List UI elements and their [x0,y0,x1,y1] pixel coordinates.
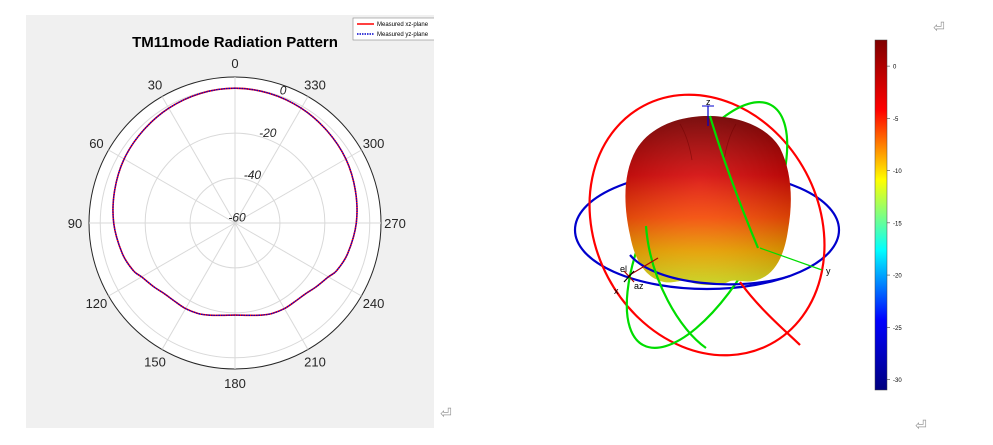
return-mark-icon: ⏎ [915,418,927,434]
angle-tick-label: 330 [304,77,326,92]
chart-title: TM11mode Radiation Pattern [132,34,338,51]
origin-cross [623,270,635,283]
polar-spoke [234,222,362,297]
colorbar-tick-label: -30 [893,378,902,384]
angle-tick-label: 180 [224,376,246,391]
legend: Measured xz-plane Measured yz-plane [352,17,434,41]
angle-tick-label: 210 [304,355,326,370]
colorbar-tick-label: -10 [893,169,902,175]
lobe-crease [679,123,693,161]
ring-xz-front [739,281,801,346]
polar-spoke [234,222,309,350]
angle-tick-label: 0 [231,56,238,71]
angle-tick-label: 270 [384,216,406,231]
y-axis [759,247,823,271]
x-axis [627,257,659,277]
colorbar-tick-label: -5 [893,117,899,123]
ring-xy-front [629,254,791,286]
angle-tick-label: 120 [86,296,108,311]
angle-tick-label: 150 [144,355,166,370]
colorbar-tick-label: 0 [893,65,897,71]
polar-spoke [108,149,236,224]
angle-tick-label: 30 [148,77,162,92]
legend-label-yz: Measured yz-plane [377,32,429,38]
series-line-yz [112,87,358,317]
polar-labels: 0 30 60 90 120 150 180 210 240 270 300 330 0 -20 -40 -6… [68,56,406,391]
polar-spoke [234,149,362,224]
y-axis-label: y [826,266,831,276]
polar-spoke [161,222,236,350]
return-mark-icon: ⏎ [440,406,452,422]
ring-yz-top [708,115,760,249]
angle-tick-label: 60 [89,136,103,151]
ring-xz [588,93,826,357]
colorbar [874,39,888,391]
pattern-3d-panel: z y x el az 0 -5 -10 -15 -20 -25 -30 [560,30,960,400]
polar-grid [88,76,382,370]
az-axis-label: az [634,281,644,291]
radial-tick-label: -40 [244,168,262,182]
colorbar-ticks: 0 -5 -10 -15 -20 -25 -30 [887,65,902,384]
colorbar-tick-label: -25 [893,326,902,332]
pattern-3d-chart: z y x el az 0 -5 -10 -15 -20 -25 -30 [573,39,902,391]
polar-spoke [234,96,309,224]
polar-series [112,87,358,317]
angle-tick-label: 90 [68,216,82,231]
legend-label-xz: Measured xz-plane [377,22,429,28]
polar-spoke [108,222,236,297]
polar-spoke [161,96,236,224]
ring-yz-front [644,225,707,349]
x-axis-label: x [614,286,619,296]
angle-tick-label: 240 [363,296,385,311]
radial-tick-label: 0 [280,84,287,98]
polar-chart: 0 30 60 90 120 150 180 210 240 270 300 330 0 -20 -40 -6… [68,17,434,391]
return-mark-icon: ⏎ [933,20,945,36]
radiation-lobe-shading [625,116,791,285]
z-axis-label: z [706,97,711,107]
lobe-crease [723,123,737,161]
angle-tick-label: 300 [363,136,385,151]
colorbar-tick-label: -20 [893,274,902,280]
colorbar-tick-label: -15 [893,221,902,227]
el-axis-label: el [620,264,627,274]
radial-tick-label: -20 [259,126,277,140]
radial-tick-label: -60 [228,210,246,224]
polar-chart-panel: 0 30 60 90 120 150 180 210 240 270 300 330 0 -20 -40 -6… [26,15,434,428]
